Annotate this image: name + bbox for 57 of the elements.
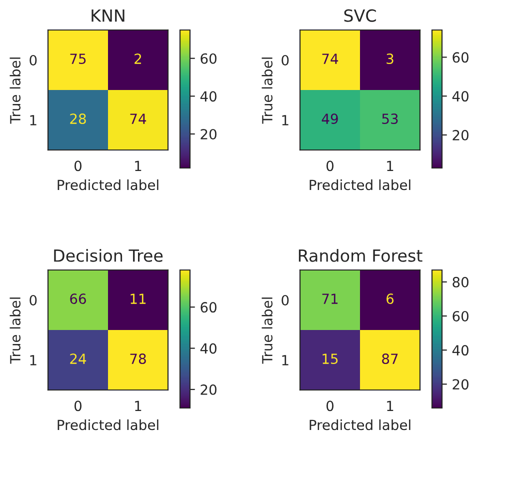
data-label: 11 xyxy=(130,294,146,304)
data-label: 74 xyxy=(130,114,146,124)
color-bar-label: 60 xyxy=(452,52,468,63)
x-axis-title: Predicted label xyxy=(310,419,410,430)
data-label: 71 xyxy=(322,294,338,304)
x-tick-label: 1 xyxy=(387,160,394,171)
y-tick-label: 1 xyxy=(282,115,288,126)
chart-title: Random Forest xyxy=(298,249,422,262)
y-tick-label: 1 xyxy=(30,355,36,366)
chart-title: Decision Tree xyxy=(54,249,163,262)
data-label: 74 xyxy=(322,54,338,64)
y-axis-title: True label xyxy=(262,298,272,364)
x-tick-label: 0 xyxy=(326,160,334,172)
data-label: 28 xyxy=(70,114,86,124)
data-label: 2 xyxy=(134,54,142,64)
chart-title: SVC xyxy=(344,9,376,22)
color-bar-label: 60 xyxy=(452,310,468,322)
data-label: 6 xyxy=(386,294,394,304)
color-bar-label: 40 xyxy=(452,91,468,102)
x-tick-label: 0 xyxy=(74,160,82,172)
y-tick-label: 1 xyxy=(282,355,288,366)
color-bar-label: 20 xyxy=(452,379,468,390)
y-axis-title: True label xyxy=(10,298,20,364)
color-bar-label: 60 xyxy=(200,53,216,64)
chart-title: KNN xyxy=(92,10,124,22)
x-axis-title: Predicted label xyxy=(58,419,158,430)
color-bar-label: 20 xyxy=(200,128,216,140)
data-label: 15 xyxy=(322,354,338,364)
y-tick-label: 0 xyxy=(30,294,37,306)
color-bar-label: 40 xyxy=(200,91,216,102)
y-axis-title: True label xyxy=(10,58,20,124)
x-tick-label: 0 xyxy=(326,400,334,412)
x-tick-label: 1 xyxy=(387,400,394,411)
x-axis-title: Predicted label xyxy=(58,179,158,190)
data-label: 66 xyxy=(70,294,86,304)
y-tick-label: 0 xyxy=(282,54,289,66)
data-label: 75 xyxy=(70,54,86,64)
data-label: 53 xyxy=(382,114,398,124)
color-bar-label: 80 xyxy=(452,276,468,288)
x-tick-label: 1 xyxy=(135,400,142,411)
y-tick-label: 0 xyxy=(282,294,289,306)
data-label: 24 xyxy=(70,354,86,364)
color-bar-label: 40 xyxy=(452,345,468,356)
data-label: 3 xyxy=(386,54,394,64)
color-bar-label: 40 xyxy=(200,343,216,354)
y-axis-title: True label xyxy=(262,58,272,124)
data-label: 49 xyxy=(322,114,338,124)
color-bar-label: 20 xyxy=(452,130,468,140)
x-tick-label: 0 xyxy=(74,400,82,412)
x-tick-label: 1 xyxy=(135,160,142,171)
x-axis-title: Predicted label xyxy=(310,179,410,190)
data-label: 78 xyxy=(130,354,146,364)
color-bar-label: 60 xyxy=(200,302,216,313)
color-bar-label: 20 xyxy=(200,384,216,395)
data-label: 87 xyxy=(382,354,398,364)
y-tick-label: 0 xyxy=(30,54,37,66)
y-tick-label: 1 xyxy=(30,115,36,126)
